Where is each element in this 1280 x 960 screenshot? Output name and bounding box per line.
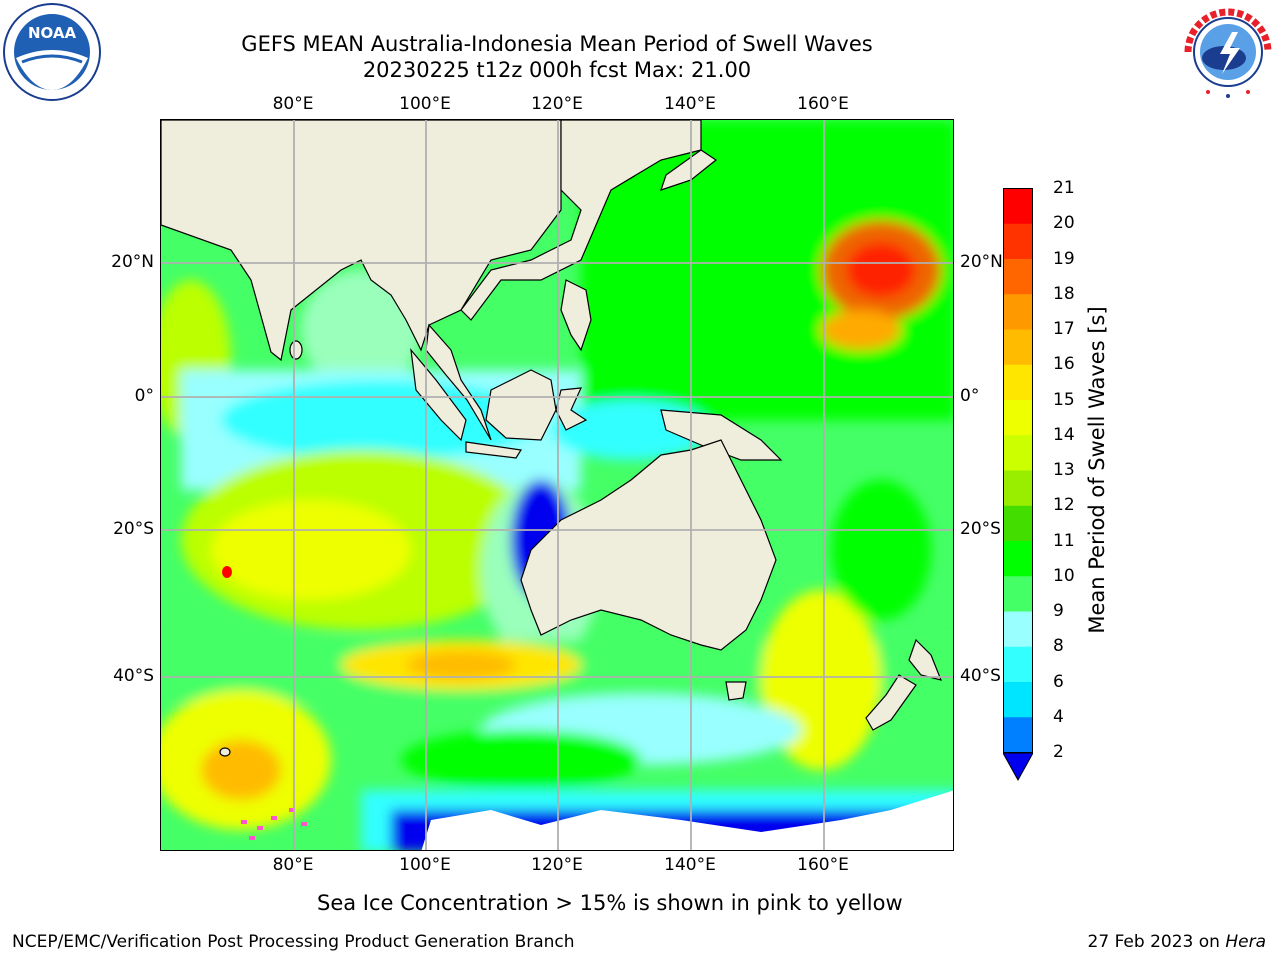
colorbar-segment [1003,470,1033,506]
sea-ice-note: Sea Ice Concentration > 15% is shown in … [317,891,903,915]
colorbar-segment [1003,364,1033,400]
land [161,120,942,757]
colorbar-tick-label: 14 [1053,424,1075,445]
colorbar-tick-label: 20 [1053,213,1075,234]
footer-machine: Hera [1225,932,1266,952]
colorbar-tick-label: 6 [1053,671,1064,692]
colorbar-tick-label: 10 [1053,565,1075,586]
colorbar-tick-label: 8 [1053,636,1064,657]
footer-date-text: 27 Feb 2023 on [1087,932,1220,952]
colorbar-segment [1003,223,1033,259]
footer-date: 27 Feb 2023 on Hera [1088,932,1266,952]
lon-label-bottom: 100°E [399,855,451,875]
svg-text:NOAA: NOAA [28,24,77,42]
lat-label-left: 40°S [113,666,154,686]
colorbar-tick-label: 15 [1053,389,1075,410]
graticule [161,120,953,850]
lon-label-top: 120°E [531,94,583,114]
colorbar-tick-label: 4 [1053,706,1064,727]
lon-label-bottom: 120°E [531,855,583,875]
sea-ice-mark [241,808,307,840]
lat-label-right: 0° [960,386,980,406]
colorbar-segment [1003,505,1033,541]
colorbar-tick-label: 18 [1053,283,1075,304]
colorbar-tick-label: 9 [1053,601,1064,621]
lon-label-top: 140°E [664,94,716,114]
colorbar-tick-label: 11 [1053,530,1075,551]
lat-label-right: 20°N [960,252,1003,272]
lat-label-right: 20°S [960,519,1001,539]
swell-period-map [160,119,954,851]
colorbar-tick-label: 12 [1053,495,1075,516]
colorbar-tick-label: 2 [1053,742,1064,762]
map-canvas [161,120,953,850]
chart-title: GEFS MEAN Australia-Indonesia Mean Perio… [241,32,873,56]
colorbar-tick-label: 19 [1053,248,1075,269]
colorbar-tick-label: 21 [1053,178,1075,198]
colorbar-segment [1003,188,1033,224]
lon-label-top: 160°E [797,94,849,114]
colorbar-segment [1003,399,1033,436]
lon-label-bottom: 140°E [664,855,716,875]
colorbar-segment [1003,681,1033,718]
colorbar-extend-arrow [1003,752,1033,782]
colorbar-tick-label: 13 [1053,460,1075,480]
colorbar-segment [1003,611,1033,647]
ice-free-white [421,790,953,850]
lon-label-bottom: 160°E [797,855,849,875]
colorbar-segment [1003,716,1033,753]
lat-label-right: 40°S [960,666,1001,686]
chart-subtitle: 20230225 t12z 000h fcst Max: 21.00 [362,58,752,82]
lon-label-bottom: 80°E [272,855,314,875]
lat-label-left: 0° [134,386,154,406]
colorbar [1003,188,1033,782]
colorbar-segment [1003,575,1033,612]
lat-label-left: 20°S [113,519,154,539]
footer-branch: NCEP/EMC/Verification Post Processing Pr… [12,932,575,952]
lat-label-left: 20°N [111,252,154,272]
nws-logo [1180,4,1276,100]
colorbar-segment [1003,540,1033,577]
colorbar-segment [1003,258,1033,295]
colorbar-segment [1003,434,1033,471]
colorbar-segment [1003,293,1033,330]
swell-field [161,120,953,850]
lon-label-top: 100°E [399,94,451,114]
colorbar-tick-label: 17 [1053,319,1075,339]
colorbar-tick-label: 16 [1053,354,1075,375]
noaa-logo: NOAA [3,3,101,101]
colorbar-segment [1003,329,1033,365]
lon-label-top: 80°E [272,94,314,114]
colorbar-title: Mean Period of Swell Waves [s] [1085,306,1109,634]
colorbar-segment [1003,646,1033,682]
